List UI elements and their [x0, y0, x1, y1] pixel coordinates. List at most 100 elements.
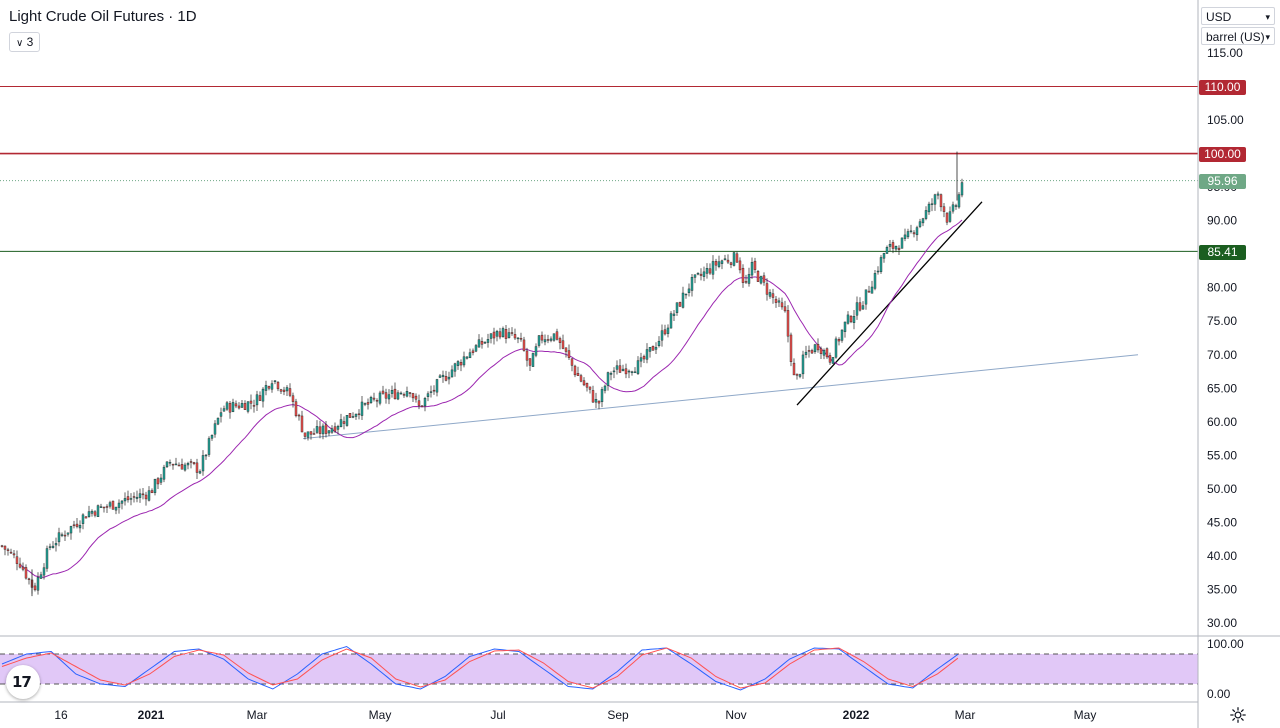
- candle-body: [648, 346, 652, 352]
- price-tag-100: 100.00: [1199, 147, 1246, 162]
- x-tick-label: Jul: [490, 708, 505, 722]
- candle-body: [573, 365, 577, 376]
- candle-body: [597, 400, 601, 404]
- chevron-down-icon: ∨: [16, 38, 24, 49]
- y-tick-label: 90.00: [1207, 214, 1237, 228]
- candle-body: [42, 567, 46, 576]
- candle-body: [561, 340, 565, 349]
- gear-icon[interactable]: [1229, 706, 1247, 724]
- candle-body: [672, 313, 676, 316]
- oscillator-tick-label: 0.00: [1207, 687, 1231, 701]
- candle-body: [333, 426, 337, 432]
- candle-body: [339, 419, 343, 427]
- candle-body: [420, 405, 424, 407]
- candle-body: [513, 334, 517, 339]
- candle-body: [486, 339, 490, 343]
- candle-body: [510, 332, 514, 334]
- candle-body: [57, 532, 61, 543]
- candle-body: [495, 330, 499, 337]
- candle-body: [699, 273, 703, 276]
- candle-body: [663, 329, 667, 335]
- candle-body: [696, 272, 700, 275]
- y-tick-label: 50.00: [1207, 482, 1237, 496]
- candle-body: [210, 434, 214, 439]
- unit-select[interactable]: barrel (US) ▾: [1201, 27, 1275, 45]
- candle-body: [351, 416, 355, 418]
- candle-body: [426, 393, 430, 397]
- x-tick-label: 16: [54, 708, 68, 722]
- candle-body: [558, 338, 562, 343]
- candle-body: [387, 394, 391, 400]
- candle-body: [867, 290, 871, 293]
- candle-body: [342, 421, 346, 424]
- candle-body: [156, 478, 160, 485]
- candle-body: [639, 357, 643, 362]
- candle-body: [912, 232, 916, 235]
- collapse-indicators-button[interactable]: ∨ 3: [9, 32, 41, 52]
- candle-body: [393, 388, 397, 400]
- x-tick-label: Mar: [955, 708, 976, 722]
- candle-body: [27, 578, 31, 581]
- y-tick-label: 30.00: [1207, 616, 1237, 630]
- candle-body: [72, 524, 76, 527]
- candle-body: [270, 383, 274, 390]
- candle-body: [66, 532, 70, 535]
- candle-body: [849, 315, 853, 323]
- y-tick-label: 80.00: [1207, 281, 1237, 295]
- candle-body: [489, 333, 493, 339]
- candle-body: [285, 387, 289, 392]
- candle-body: [603, 385, 607, 391]
- candle-body: [957, 194, 961, 208]
- candle-body: [843, 321, 847, 332]
- candle-body: [186, 463, 190, 466]
- candle-body: [357, 413, 361, 416]
- candle-body: [9, 551, 13, 554]
- candle-body: [552, 333, 556, 341]
- candle-body: [741, 267, 745, 283]
- candle-body: [228, 403, 232, 413]
- moving-average-line: [19, 219, 963, 578]
- candle-body: [411, 393, 415, 399]
- candle-body: [483, 342, 487, 344]
- candle-body: [591, 390, 595, 403]
- candle-body: [171, 463, 175, 466]
- candle-body: [618, 365, 622, 373]
- candle-body: [405, 391, 409, 397]
- candle-body: [300, 415, 304, 433]
- chevron-down-icon: ▾: [1265, 32, 1270, 42]
- candle-body: [750, 261, 754, 276]
- candle-body: [576, 373, 580, 376]
- y-tick-label: 115.00: [1207, 46, 1243, 60]
- candle-body: [804, 351, 808, 355]
- candle-body: [735, 253, 739, 263]
- currency-select[interactable]: USD ▾: [1201, 7, 1275, 25]
- candle-body: [897, 247, 901, 250]
- candle-body: [87, 511, 91, 517]
- candle-body: [435, 379, 439, 393]
- chart-title: Light Crude Oil Futures · 1D: [9, 8, 197, 25]
- candle-body: [168, 462, 172, 464]
- candle-body: [501, 328, 505, 337]
- candle-body: [0, 545, 4, 547]
- candle-body: [204, 454, 208, 457]
- y-tick-label: 70.00: [1207, 348, 1237, 362]
- candle-body: [102, 506, 106, 509]
- candle-body: [423, 398, 427, 407]
- candle-body: [600, 389, 604, 403]
- candle-body: [498, 331, 502, 338]
- tradingview-logo[interactable]: 17: [6, 665, 40, 699]
- indicator-count: 3: [26, 35, 34, 49]
- candle-body: [390, 390, 394, 394]
- candle-body: [39, 574, 43, 579]
- candle-body: [96, 505, 100, 518]
- candle-body: [924, 210, 928, 219]
- candle-body: [762, 275, 766, 283]
- candle-body: [738, 260, 742, 271]
- candle-body: [651, 345, 655, 351]
- candle-body: [159, 477, 163, 483]
- candle-body: [813, 344, 817, 353]
- candle-body: [336, 426, 340, 430]
- candle-body: [6, 549, 10, 551]
- candle-body: [810, 350, 814, 354]
